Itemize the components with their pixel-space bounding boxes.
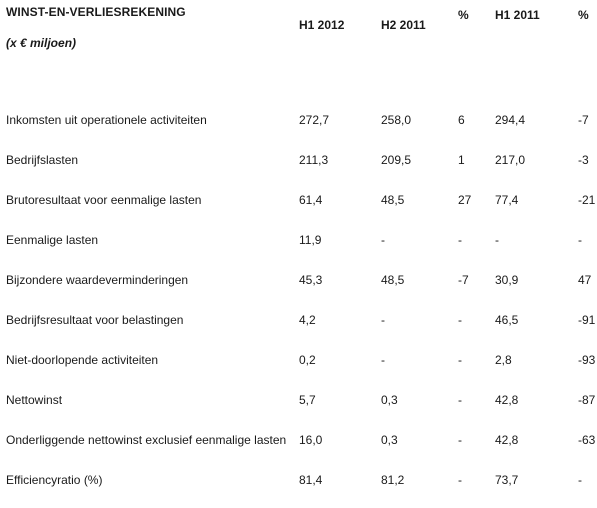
cell-h2-2011: 48,5 [381,193,405,207]
row-label: Nettowinst [6,393,63,407]
cell-h1-2011: - [495,233,499,247]
cell-percent-1: 27 [458,193,472,207]
table-row: Bedrijfslasten 211,3 209,5 1 217,0 -3 [0,153,597,169]
table-subtitle-unit: (x € miljoen) [6,36,77,50]
cell-percent-1: - [458,313,462,327]
cell-percent-1: - [458,473,462,487]
row-label: Inkomsten uit operationele activiteiten [6,113,207,127]
table-row: Bedrijfsresultaat voor belastingen 4,2 -… [0,313,597,329]
cell-h1-2012: 272,7 [299,113,330,127]
cell-h2-2011: 81,2 [381,473,405,487]
table-row: Efficiencyratio (%) 81,4 81,2 - 73,7 - [0,473,597,489]
cell-percent-1: - [458,433,462,447]
cell-percent-2: -3 [578,153,589,167]
table-row: Brutoresultaat voor eenmalige lasten 61,… [0,193,597,209]
cell-percent-2: -63 [578,433,596,447]
row-label: Brutoresultaat voor eenmalige lasten [6,193,202,207]
row-label: Eenmalige lasten [6,233,99,247]
column-header-percent-2: % [578,8,589,22]
cell-percent-2: -87 [578,393,596,407]
cell-h2-2011: 0,3 [381,393,398,407]
cell-percent-1: -7 [458,273,469,287]
cell-percent-2: -91 [578,313,596,327]
cell-percent-1: - [458,233,462,247]
column-header-h1-2012: H1 2012 [299,18,345,32]
row-label: Bedrijfslasten [6,153,79,167]
row-label: Efficiencyratio (%) [6,473,103,487]
table-row: Bijzondere waardeverminderingen 45,3 48,… [0,273,597,289]
cell-h1-2012: 5,7 [299,393,316,407]
cell-h2-2011: - [381,313,385,327]
cell-h1-2011: 42,8 [495,393,519,407]
column-header-h2-2011: H2 2011 [381,18,426,32]
cell-h1-2011: 42,8 [495,433,519,447]
row-label: Bijzondere waardeverminderingen [6,273,189,287]
cell-percent-2: -93 [578,353,596,367]
cell-h2-2011: 0,3 [381,433,398,447]
cell-percent-1: 1 [458,153,465,167]
cell-percent-1: - [458,353,462,367]
cell-percent-1: - [458,393,462,407]
cell-h2-2011: - [381,233,385,247]
cell-h1-2011: 30,9 [495,273,519,287]
cell-h2-2011: 258,0 [381,113,412,127]
table-title: WINST-EN-VERLIESREKENING [6,5,186,19]
cell-percent-1: 6 [458,113,465,127]
cell-h1-2012: 81,4 [299,473,323,487]
cell-h1-2012: 11,9 [299,233,322,247]
cell-h1-2012: 0,2 [299,353,316,367]
cell-h1-2012: 45,3 [299,273,323,287]
column-header-h1-2011: H1 2011 [495,8,540,22]
cell-h1-2011: 294,4 [495,113,526,127]
cell-h1-2012: 16,0 [299,433,323,447]
cell-h1-2012: 61,4 [299,193,323,207]
cell-h1-2011: 2,8 [495,353,512,367]
cell-h1-2011: 217,0 [495,153,526,167]
cell-h2-2011: - [381,353,385,367]
cell-percent-2: - [578,473,582,487]
table-row: Eenmalige lasten 11,9 - - - - [0,233,597,249]
row-label: Onderliggende nettowinst exclusief eenma… [6,433,287,447]
row-label: Bedrijfsresultaat voor belastingen [6,313,184,327]
cell-h2-2011: 48,5 [381,273,405,287]
row-label: Niet-doorlopende activiteiten [6,353,159,367]
column-header-percent-1: % [458,8,469,22]
table-row: Onderliggende nettowinst exclusief eenma… [0,433,597,449]
cell-h1-2012: 4,2 [299,313,316,327]
table-row: Niet-doorlopende activiteiten 0,2 - - 2,… [0,353,597,369]
cell-h1-2011: 77,4 [495,193,519,207]
cell-h1-2012: 211,3 [299,153,329,167]
table-row: Nettowinst 5,7 0,3 - 42,8 -87 [0,393,597,409]
table-row: Inkomsten uit operationele activiteiten … [0,113,597,129]
cell-h2-2011: 209,5 [381,153,412,167]
cell-h1-2011: 73,7 [495,473,519,487]
cell-percent-2: -7 [578,113,589,127]
cell-percent-2: 47 [578,273,592,287]
cell-h1-2011: 46,5 [495,313,519,327]
cell-percent-2: -21 [578,193,596,207]
cell-percent-2: - [578,233,582,247]
